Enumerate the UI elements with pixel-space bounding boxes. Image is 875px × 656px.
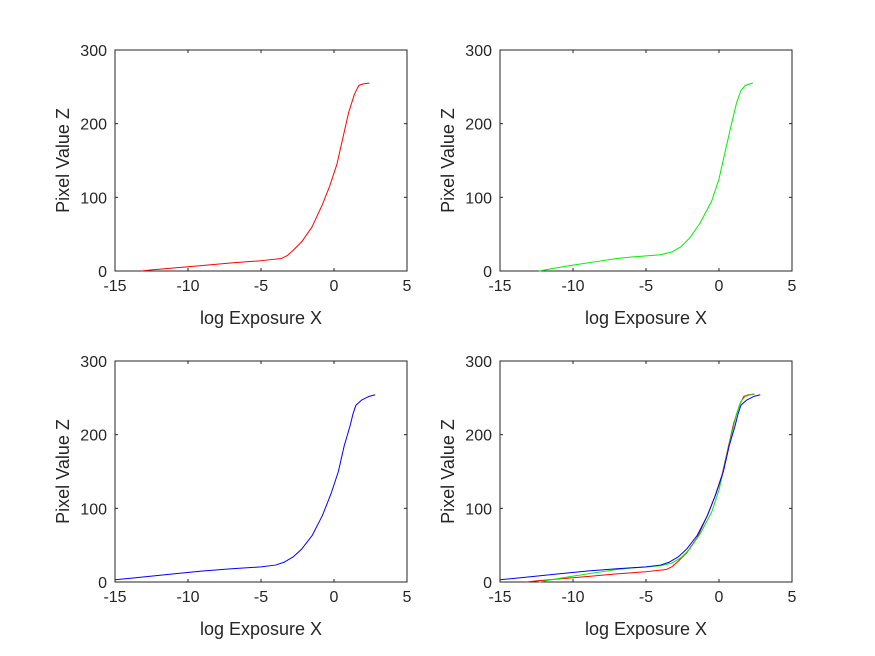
x-tick-label: -15 xyxy=(103,589,126,606)
x-tick-label: -5 xyxy=(254,589,268,606)
series-line-1 xyxy=(538,82,754,272)
y-tick-label: 0 xyxy=(98,264,107,281)
x-tick-label: 5 xyxy=(788,589,797,606)
x-tick-label: 5 xyxy=(403,278,412,295)
series-line-1 xyxy=(114,394,376,581)
x-tick-label: 0 xyxy=(715,278,724,295)
x-tick-label: -5 xyxy=(639,589,653,606)
series-line-1 xyxy=(140,82,370,272)
y-tick-label: 300 xyxy=(465,354,492,371)
y-tick-label: 100 xyxy=(465,190,492,207)
y-tick-label: 100 xyxy=(80,190,107,207)
x-tick-label: -5 xyxy=(254,278,268,295)
y-axis-label: Pixel Value Z xyxy=(53,108,73,213)
axes-box xyxy=(499,360,793,583)
axes-box xyxy=(114,49,408,272)
axes-box xyxy=(499,49,793,272)
y-axis-label: Pixel Value Z xyxy=(438,108,458,213)
x-tick-label: -10 xyxy=(561,278,584,295)
y-tick-label: 100 xyxy=(80,501,107,518)
y-tick-label: 0 xyxy=(483,575,492,592)
x-tick-label: -15 xyxy=(103,278,126,295)
y-tick-label: 100 xyxy=(465,501,492,518)
x-axis-label: log Exposure X xyxy=(200,619,322,639)
y-tick-label: 300 xyxy=(465,43,492,60)
y-tick-label: 200 xyxy=(80,117,107,134)
series-line-2 xyxy=(538,393,754,583)
y-tick-label: 200 xyxy=(80,428,107,445)
x-tick-label: 5 xyxy=(788,278,797,295)
x-tick-label: -10 xyxy=(561,589,584,606)
x-tick-label: 0 xyxy=(715,589,724,606)
x-tick-label: 0 xyxy=(330,278,339,295)
x-axis-label: log Exposure X xyxy=(585,308,707,328)
y-tick-label: 0 xyxy=(98,575,107,592)
y-tick-label: 200 xyxy=(465,428,492,445)
x-axis-label: log Exposure X xyxy=(200,308,322,328)
series-line-3 xyxy=(499,394,761,581)
x-tick-label: -10 xyxy=(176,589,199,606)
y-tick-label: 300 xyxy=(80,354,107,371)
x-tick-label: -15 xyxy=(488,278,511,295)
x-tick-label: 5 xyxy=(403,589,412,606)
x-tick-label: 0 xyxy=(330,589,339,606)
x-axis-label: log Exposure X xyxy=(585,619,707,639)
y-axis-label: Pixel Value Z xyxy=(438,419,458,524)
y-axis-label: Pixel Value Z xyxy=(53,419,73,524)
x-tick-label: -15 xyxy=(488,589,511,606)
y-tick-label: 300 xyxy=(80,43,107,60)
y-tick-label: 200 xyxy=(465,117,492,134)
axes-box xyxy=(114,360,408,583)
y-tick-label: 0 xyxy=(483,264,492,281)
x-tick-label: -10 xyxy=(176,278,199,295)
x-tick-label: -5 xyxy=(639,278,653,295)
